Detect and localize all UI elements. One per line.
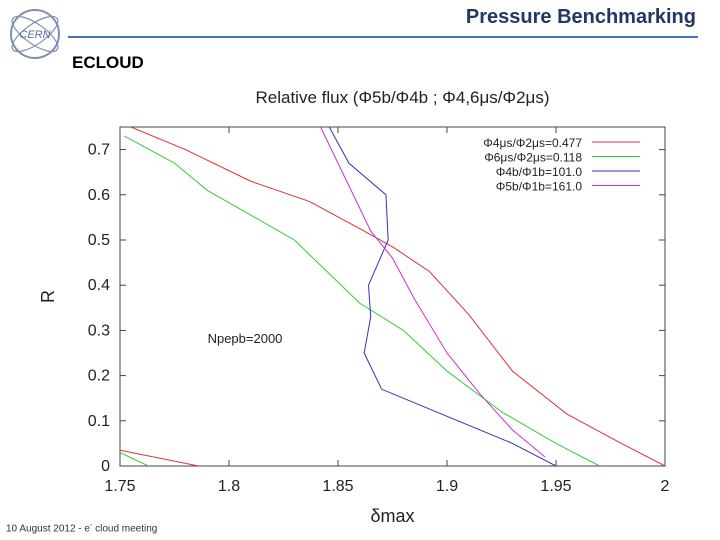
series-line-1 (124, 135, 600, 466)
footer-note-suffix: cloud meeting (95, 523, 158, 535)
footer-note-sup: - (89, 522, 93, 529)
series-line-3 (320, 127, 546, 458)
series-group (120, 127, 665, 466)
plot-frame (119, 126, 666, 467)
y-tick-label: 0.6 (88, 187, 110, 204)
series-line-5 (120, 451, 149, 466)
header-divider (68, 36, 698, 38)
y-tick-label: 0.5 (88, 232, 110, 249)
series-line-4 (120, 449, 199, 466)
x-axis-label: δmax (370, 506, 414, 526)
legend-label: Φ6μs/Φ2μs=0.118 (484, 151, 582, 165)
footer-note: 10 August 2012 - e- cloud meeting (6, 522, 157, 534)
x-tick-label: 1.85 (322, 478, 353, 495)
x-tick-label: 1.95 (540, 478, 571, 495)
x-tick-label: 1.75 (104, 478, 135, 495)
y-tick-label: 0.1 (88, 413, 110, 430)
y-tick-label: 0.2 (88, 368, 110, 385)
series-line-2 (328, 127, 557, 466)
logo-text: CERN (19, 29, 50, 41)
y-axis-label: R (38, 290, 58, 303)
y-tick-label: 0.4 (88, 277, 110, 294)
x-tick-label: 1.8 (218, 478, 240, 495)
y-tick-label: 0.7 (88, 142, 110, 159)
footer-separator: - (78, 523, 82, 535)
legend-label: Φ4μs/Φ2μs=0.477 (483, 136, 582, 150)
chart-title: Relative flux (Φ5b/Φ4b ; Φ4,6μs/Φ2μs) (255, 88, 549, 107)
footer-date: 10 August 2012 (6, 523, 76, 535)
x-tick-label: 1.9 (436, 478, 458, 495)
y-tick-label: 0 (101, 458, 110, 475)
legend-label: Φ4b/Φ1b=101.0 (496, 165, 583, 179)
cern-logo: CERN (10, 9, 60, 59)
footer-note-prefix: e (84, 523, 90, 535)
section-label: ECLOUD (72, 53, 144, 72)
legend-label: Φ5b/Φ1b=161.0 (496, 180, 583, 194)
chart-annotation: Npepb=2000 (208, 331, 283, 346)
slide-title: Pressure Benchmarking (465, 6, 696, 28)
series-line-0 (130, 127, 665, 466)
x-tick-label: 2 (661, 478, 670, 495)
y-tick-label: 0.3 (88, 322, 110, 339)
